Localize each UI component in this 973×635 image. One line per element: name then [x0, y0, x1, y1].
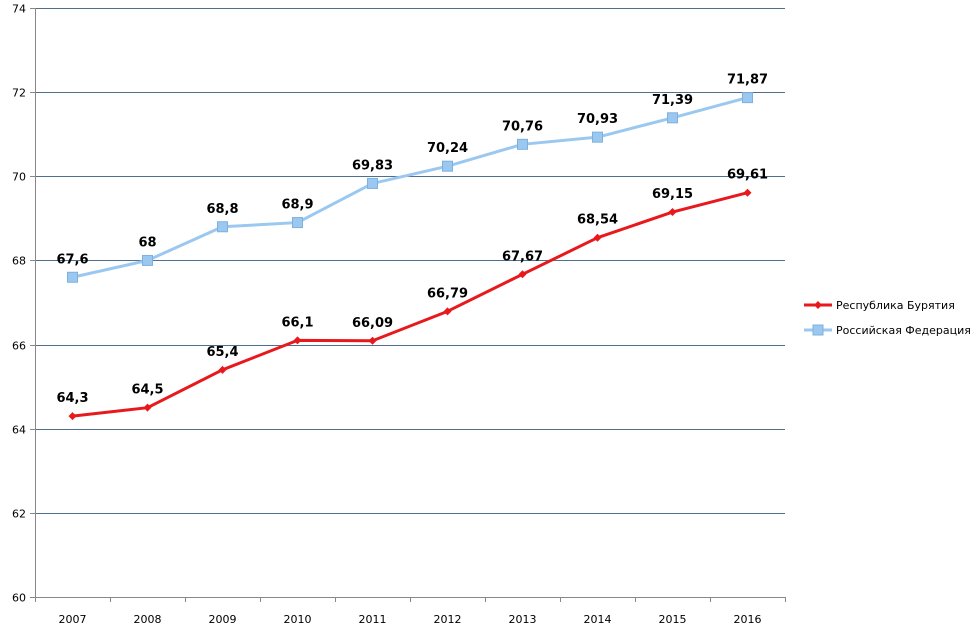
gridlines [35, 8, 785, 514]
data-point [67, 271, 78, 283]
x-tick-label: 2016 [734, 613, 762, 626]
data-label: 66,1 [281, 315, 313, 330]
data-label: 68,8 [206, 202, 238, 217]
y-tick-label: 64 [12, 424, 26, 437]
data-label: 65,4 [206, 345, 238, 360]
x-tick-label: 2014 [584, 613, 612, 626]
data-label: 69,15 [652, 187, 693, 202]
y-tick-label: 74 [12, 3, 26, 16]
data-label: 69,83 [352, 158, 393, 173]
series-line [72, 96, 748, 279]
data-label: 69,61 [727, 168, 768, 183]
data-label: 68 [138, 235, 156, 250]
data-point [292, 217, 303, 229]
x-tick-label: 2007 [59, 613, 87, 626]
y-tick-label: 68 [12, 255, 26, 268]
data-point [667, 112, 678, 124]
data-label: 67,67 [502, 249, 543, 264]
data-point [367, 177, 378, 189]
legend-marker [814, 301, 822, 309]
x-tick-label: 2015 [659, 613, 687, 626]
y-tick-label: 70 [12, 171, 26, 184]
data-point [668, 208, 677, 217]
legend-marker [812, 324, 824, 336]
data-point [743, 188, 752, 197]
data-label: 66,79 [427, 286, 468, 301]
legend: Республика Бурятия Российская Федерация [804, 299, 971, 337]
data-point [592, 131, 603, 143]
data-point [593, 233, 602, 242]
data-label: 64,3 [56, 391, 88, 406]
data-label: 68,9 [281, 198, 313, 213]
series-line [72, 191, 748, 418]
x-tick-label: 2009 [209, 613, 237, 626]
data-point [142, 254, 153, 266]
data-label: 66,09 [352, 316, 393, 331]
data-label: 68,54 [577, 213, 618, 228]
legend-label: Российская Федерация [836, 324, 971, 337]
legend-item-0: Республика Бурятия [804, 299, 955, 312]
data-point [517, 138, 528, 150]
data-point [442, 160, 453, 172]
data-label: 67,6 [56, 252, 88, 267]
x-tick-label: 2012 [434, 613, 462, 626]
data-point [293, 336, 302, 345]
data-point [518, 270, 527, 279]
data-point [443, 307, 452, 316]
data-point [742, 92, 753, 104]
data-point [218, 365, 227, 374]
series-0: 64,3 64,5 65,4 66,1 66,09 66,79 67,67 68,54 69,1… [56, 168, 768, 421]
y-tick-label: 72 [12, 87, 26, 100]
data-label: 70,76 [502, 119, 543, 134]
data-label: 71,87 [727, 73, 768, 88]
x-tick-label: 2011 [359, 613, 387, 626]
series-1: 67,6 68 68,8 68,9 69,83 70,24 70,76 70,93 71,39 7… [56, 73, 768, 283]
axes: 60 62 64 66 68 70 72 74 2007 2008 2009 2010 2011 2012… [12, 3, 786, 626]
y-tick-label: 60 [12, 592, 26, 605]
x-tick-label: 2008 [134, 613, 162, 626]
data-point [143, 403, 152, 412]
data-point [368, 336, 377, 345]
x-tick-label: 2013 [509, 613, 537, 626]
data-label: 70,93 [577, 112, 618, 127]
series-group: 67,6 68 68,8 68,9 69,83 70,24 70,76 70,93 71,39 7… [56, 73, 768, 421]
data-label: 71,39 [652, 93, 693, 108]
data-point [68, 412, 77, 421]
data-label: 64,5 [131, 383, 163, 398]
data-point [217, 221, 228, 233]
legend-label: Республика Бурятия [836, 299, 955, 312]
y-tick-label: 62 [12, 508, 26, 521]
data-label: 70,24 [427, 141, 468, 156]
x-tick-label: 2010 [284, 613, 312, 626]
legend-item-1: Российская Федерация [804, 324, 971, 337]
y-tick-label: 66 [12, 340, 26, 353]
